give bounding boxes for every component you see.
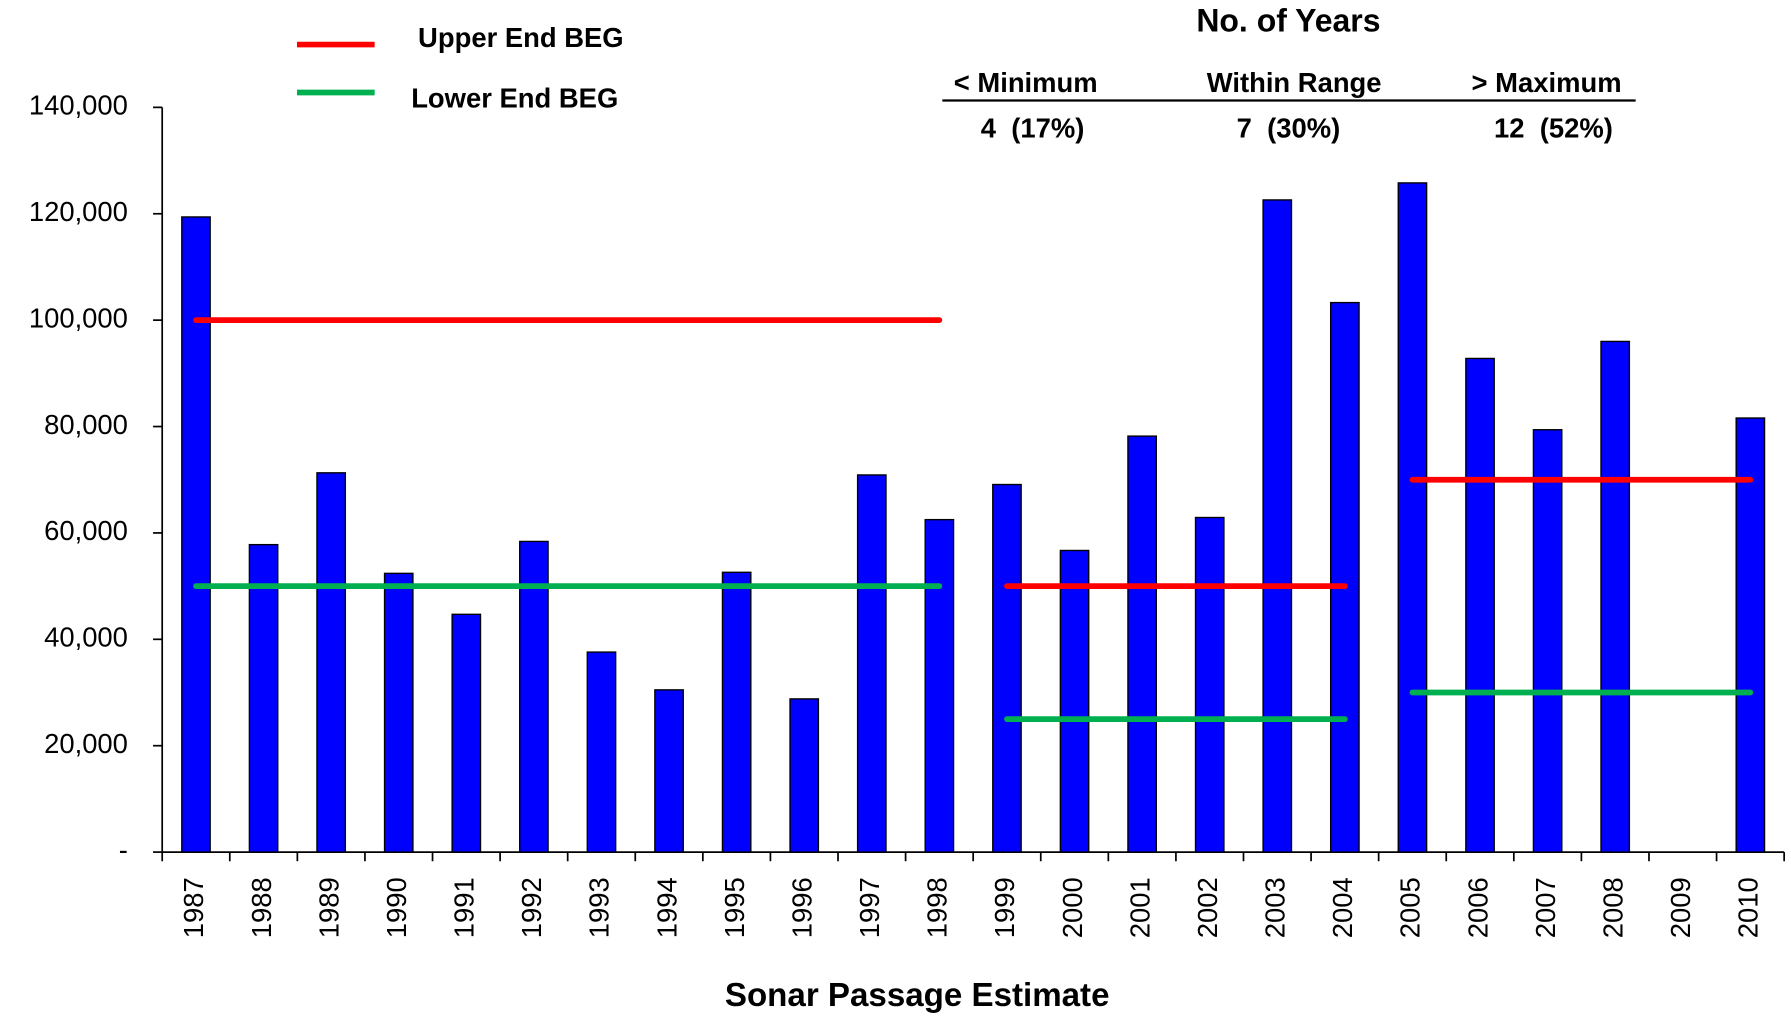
y-tick-label: - <box>119 834 128 865</box>
x-tick-label: 1993 <box>584 877 615 938</box>
y-tick-label: 40,000 <box>44 622 128 653</box>
y-tick-label: 140,000 <box>29 90 128 121</box>
bar <box>1127 435 1158 853</box>
summary-count: 7 (30%) <box>1237 112 1341 143</box>
x-tick-label: 1988 <box>246 877 277 938</box>
x-tick-label: 1989 <box>313 877 344 938</box>
bar <box>992 483 1022 853</box>
bar <box>1532 429 1563 853</box>
summary-header: Within Range <box>1207 67 1382 98</box>
bar <box>721 571 752 853</box>
bar <box>586 651 617 853</box>
bar <box>248 543 279 853</box>
summary-count: 12 (52%) <box>1494 112 1613 143</box>
y-tick-label: 80,000 <box>44 409 128 440</box>
summary-header: < Minimum <box>954 67 1098 98</box>
bar <box>1397 182 1428 853</box>
bar <box>1465 357 1495 853</box>
bar <box>1735 417 1766 853</box>
legend-label: Lower End BEG <box>411 83 618 114</box>
x-tick-label: 2010 <box>1733 877 1764 938</box>
bar <box>789 698 820 853</box>
y-tick-label: 120,000 <box>29 196 128 227</box>
bar <box>1059 549 1090 853</box>
x-tick-label: 2006 <box>1462 877 1493 938</box>
y-tick-label: 100,000 <box>29 302 128 333</box>
x-tick-label: 2008 <box>1597 877 1628 938</box>
x-tick-label: 1992 <box>516 877 547 938</box>
x-tick-label: 1991 <box>449 877 480 938</box>
x-tick-label: 2007 <box>1530 877 1561 938</box>
x-tick-label: 2009 <box>1665 877 1696 938</box>
bar <box>654 689 684 853</box>
bar <box>383 572 414 853</box>
x-tick-label: 2000 <box>1057 877 1088 938</box>
summary-title: No. of Years <box>1196 2 1380 38</box>
bar <box>1329 301 1360 853</box>
y-tick-label: 20,000 <box>44 728 128 759</box>
x-tick-label: 1997 <box>854 877 885 938</box>
bar <box>924 518 955 853</box>
x-tick-label: 1995 <box>719 877 750 938</box>
bar <box>1262 199 1293 853</box>
x-tick-label: 1994 <box>651 877 682 938</box>
bar <box>316 472 347 853</box>
summary-header: > Maximum <box>1472 67 1622 98</box>
x-tick-label: 2003 <box>1260 877 1291 938</box>
y-tick-label: 60,000 <box>44 515 128 546</box>
bar <box>181 216 211 853</box>
x-tick-label: 1990 <box>381 877 412 938</box>
x-tick-label: 2001 <box>1124 877 1155 938</box>
bar <box>1194 516 1225 853</box>
x-tick-label: 1999 <box>989 877 1020 938</box>
bar <box>1600 340 1631 853</box>
bar <box>451 613 482 853</box>
x-axis-title: Sonar Passage Estimate <box>725 977 1110 1014</box>
bar <box>519 540 549 853</box>
x-tick-label: 2002 <box>1192 877 1223 938</box>
x-tick-label: 2004 <box>1327 877 1358 938</box>
bar <box>856 474 887 853</box>
summary-count: 4 (17%) <box>981 112 1085 143</box>
x-tick-label: 1996 <box>786 877 817 938</box>
x-tick-label: 1987 <box>178 877 209 938</box>
x-tick-label: 2005 <box>1395 877 1426 938</box>
legend-label: Upper End BEG <box>418 22 624 53</box>
x-tick-label: 1998 <box>922 877 953 938</box>
